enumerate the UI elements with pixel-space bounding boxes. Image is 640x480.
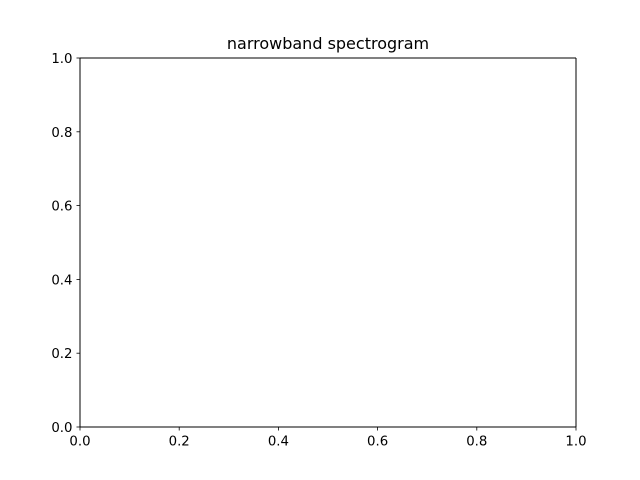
y-tick-label: 0.4 (51, 273, 72, 288)
y-tick-label: 0.2 (51, 347, 72, 362)
plot-area (80, 58, 576, 427)
x-axis-ticks: 0.0 0.2 0.4 0.6 0.8 1.0 (69, 427, 587, 450)
y-tick-label: 0.0 (51, 421, 72, 436)
chart-title: narrowband spectrogram (227, 34, 429, 53)
y-axis-ticks: 0.0 0.2 0.4 0.6 0.8 1.0 (51, 52, 80, 436)
y-tick-label: 0.8 (51, 126, 72, 141)
x-tick-label: 0.8 (466, 435, 487, 450)
x-tick-label: 0.2 (169, 435, 190, 450)
y-tick-label: 1.0 (51, 52, 72, 67)
x-tick-label: 1.0 (565, 435, 586, 450)
x-tick-label: 0.0 (69, 435, 90, 450)
y-tick-label: 0.6 (51, 200, 72, 215)
axes-frame (79, 57, 577, 428)
x-tick-label: 0.4 (268, 435, 289, 450)
x-tick-label: 0.6 (367, 435, 388, 450)
